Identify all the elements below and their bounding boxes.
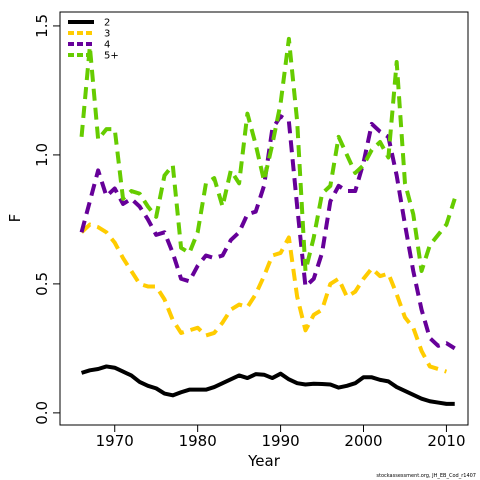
legend-label: 4 [104, 40, 110, 51]
x-tick-label: 2000 [344, 432, 382, 450]
legend-label: 5+ [104, 51, 119, 62]
source-note: stockassessment.org, JH_EB_Cod_r1407 [376, 473, 476, 479]
x-tick-label: 1970 [96, 432, 134, 450]
x-axis-label: Year [247, 452, 281, 470]
x-tick-label: 2010 [427, 432, 465, 450]
plot-frame [59, 11, 469, 426]
y-tick-label: 1.5 [33, 14, 51, 38]
data-line [80, 364, 455, 406]
x-tick-label: 1990 [261, 432, 299, 450]
y-axis-label: F [6, 214, 24, 223]
y-tick-label: 0.0 [33, 401, 51, 425]
data-line [79, 114, 456, 351]
data-line [80, 222, 448, 374]
legend-label: 2 [104, 18, 110, 29]
x-tick-label: 1980 [179, 432, 217, 450]
legend-label: 3 [104, 29, 110, 40]
y-tick-label: 1.0 [33, 143, 51, 167]
y-tick-label: 0.5 [33, 272, 51, 296]
data-line [79, 36, 457, 273]
